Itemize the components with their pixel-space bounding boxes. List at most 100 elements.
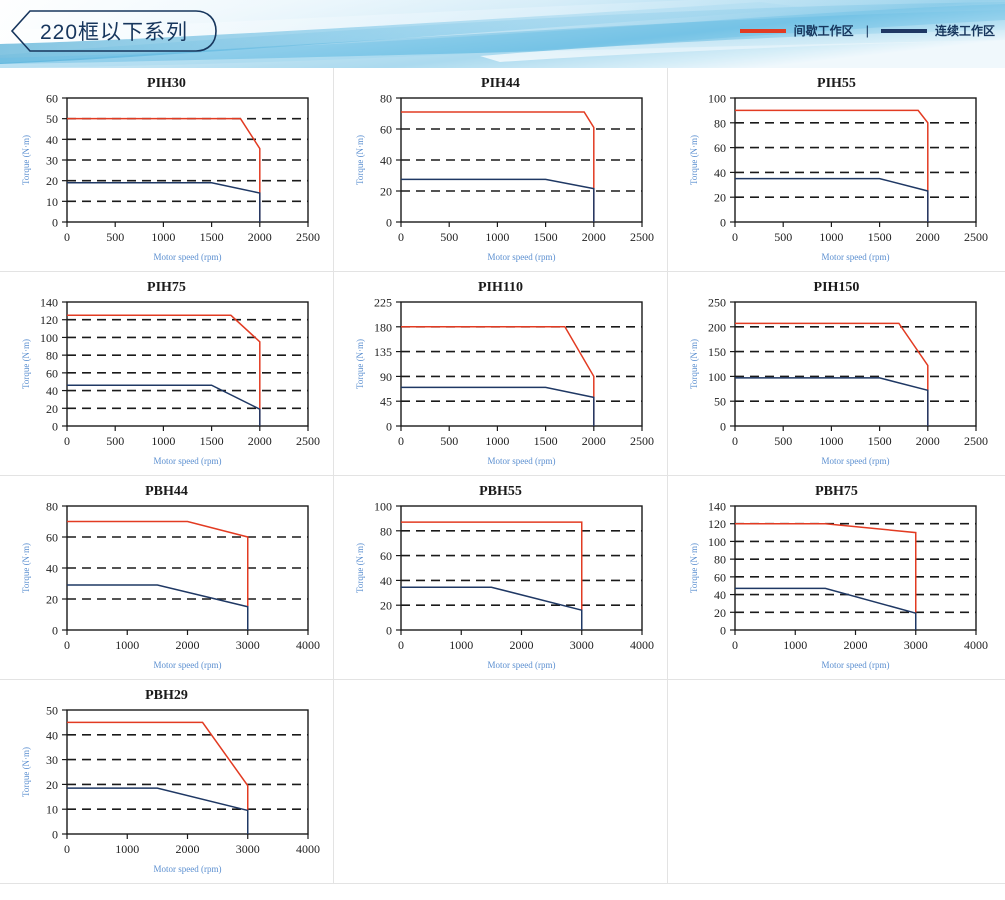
xtick-label-2000: 2000 (510, 638, 534, 652)
ytick-label-50: 50 (46, 704, 58, 718)
ytick-label-0: 0 (720, 624, 726, 638)
ytick-label-40: 40 (714, 166, 726, 180)
xtick-label-1000: 1000 (115, 638, 139, 652)
xtick-label-2000: 2000 (176, 842, 200, 856)
xtick-label-4000: 4000 (964, 638, 988, 652)
xtick-label-1000: 1000 (819, 230, 843, 244)
ytick-label-120: 120 (708, 517, 726, 531)
plot-frame (66, 709, 309, 835)
plot-frame (734, 505, 977, 631)
xtick-label-2000: 2000 (248, 230, 272, 244)
xtick-label-2500: 2500 (296, 230, 320, 244)
xtick-label-3000: 3000 (904, 638, 928, 652)
xtick-label-1500: 1500 (200, 230, 224, 244)
badge-outline-shape (10, 10, 217, 52)
y-axis-label: Torque (N·m) (355, 543, 365, 593)
xtick-label-2000: 2000 (176, 638, 200, 652)
xtick-label-3000: 3000 (236, 842, 260, 856)
y-axis-label: Torque (N·m) (689, 543, 699, 593)
ytick-label-0: 0 (386, 420, 392, 434)
ytick-label-135: 135 (374, 345, 392, 359)
xtick-label-2000: 2000 (916, 230, 940, 244)
xtick-label-1000: 1000 (151, 230, 175, 244)
xtick-label-2000: 2000 (248, 434, 272, 448)
ytick-label-40: 40 (714, 588, 726, 602)
ytick-label-120: 120 (40, 313, 58, 327)
ytick-label-100: 100 (40, 331, 58, 345)
y-axis-label: Torque (N·m) (689, 339, 699, 389)
ytick-label-140: 140 (40, 296, 58, 310)
y-axis-label: Torque (N·m) (21, 135, 31, 185)
ytick-label-0: 0 (52, 828, 58, 842)
ytick-label-40: 40 (380, 574, 392, 588)
ytick-label-50: 50 (714, 395, 726, 409)
ytick-label-10: 10 (46, 195, 58, 209)
xtick-label-500: 500 (440, 230, 458, 244)
series-line-continuous (735, 587, 917, 630)
ytick-label-60: 60 (46, 92, 58, 106)
plot-frame (400, 301, 643, 427)
plot-frame (400, 505, 643, 631)
ytick-label-40: 40 (380, 154, 392, 168)
ytick-label-20: 20 (714, 191, 726, 205)
xtick-label-1000: 1000 (783, 638, 807, 652)
xtick-label-500: 500 (106, 230, 124, 244)
ytick-label-0: 0 (52, 624, 58, 638)
xtick-label-1500: 1500 (868, 230, 892, 244)
ytick-label-60: 60 (46, 531, 58, 545)
xtick-label-2500: 2500 (964, 434, 988, 448)
legend-separator: | (865, 23, 869, 38)
xtick-label-2000: 2000 (582, 230, 606, 244)
ytick-label-20: 20 (46, 593, 58, 607)
ytick-label-10: 10 (46, 803, 58, 817)
series-line-intermittent (735, 322, 929, 426)
ytick-label-100: 100 (374, 500, 392, 514)
ytick-label-80: 80 (46, 349, 58, 363)
xtick-label-4000: 4000 (630, 638, 654, 652)
ytick-label-200: 200 (708, 320, 726, 334)
xtick-label-1000: 1000 (485, 230, 509, 244)
legend-swatch-continuous (880, 28, 927, 33)
series-badge-label: 220框以下系列 (39, 21, 189, 44)
chart-cell-pbh29: PBH29 0 10 20 30 40 50 0 1000 2000 3000 4000 Motor s… (0, 680, 334, 884)
ytick-label-150: 150 (708, 345, 726, 359)
ytick-label-20: 20 (714, 606, 726, 620)
xtick-label-2500: 2500 (296, 434, 320, 448)
ytick-label-0: 0 (386, 624, 392, 638)
xtick-label-500: 500 (774, 230, 792, 244)
chart-grid: PIH30 0 10 20 30 40 50 60 0 500 1000 1500 2000 2500 Mo… (0, 68, 1005, 884)
plot-frame (66, 301, 309, 427)
xtick-label-1500: 1500 (200, 434, 224, 448)
series-badge: 220框以下系列 (8, 9, 220, 53)
series-line-continuous (67, 181, 261, 222)
series-line-continuous (735, 177, 929, 222)
series-line-continuous (67, 384, 261, 426)
x-axis-label: Motor speed (rpm) (822, 252, 890, 262)
ytick-label-20: 20 (46, 402, 58, 416)
chart-cell-pbh55: PBH55 0 20 40 60 80 100 0 1000 2000 3000 4000 Motor … (334, 476, 668, 680)
chart-title: PBH55 (479, 484, 522, 499)
xtick-label-1000: 1000 (485, 434, 509, 448)
x-axis-label: Motor speed (rpm) (154, 660, 222, 670)
series-line-intermittent (67, 314, 261, 426)
xtick-label-500: 500 (774, 434, 792, 448)
series-line-continuous (401, 586, 583, 630)
page-banner: 220框以下系列 间歇工作区 | 连续工作区 (0, 0, 1005, 68)
y-axis-label: Torque (N·m) (355, 135, 365, 185)
chart-cell-pih30: PIH30 0 10 20 30 40 50 60 0 500 1000 1500 2000 2500 Mo… (0, 68, 334, 272)
ytick-label-0: 0 (720, 216, 726, 230)
series-line-intermittent (401, 111, 595, 222)
chart-title: PIH75 (147, 280, 186, 295)
torque-speed-plot: 0 20 40 60 80 0 1000 2000 3000 4000 Motor speed (r… (21, 500, 320, 671)
ytick-label-0: 0 (52, 216, 58, 230)
chart-cell-empty (334, 680, 668, 884)
torque-speed-plot: 0 20 40 60 80 100 120 140 0 1000 2000 3000 4000 Motor… (689, 500, 988, 671)
xtick-label-2000: 2000 (582, 434, 606, 448)
xtick-label-4000: 4000 (296, 638, 320, 652)
ytick-label-100: 100 (708, 92, 726, 106)
ytick-label-0: 0 (386, 216, 392, 230)
xtick-label-0: 0 (732, 434, 738, 448)
